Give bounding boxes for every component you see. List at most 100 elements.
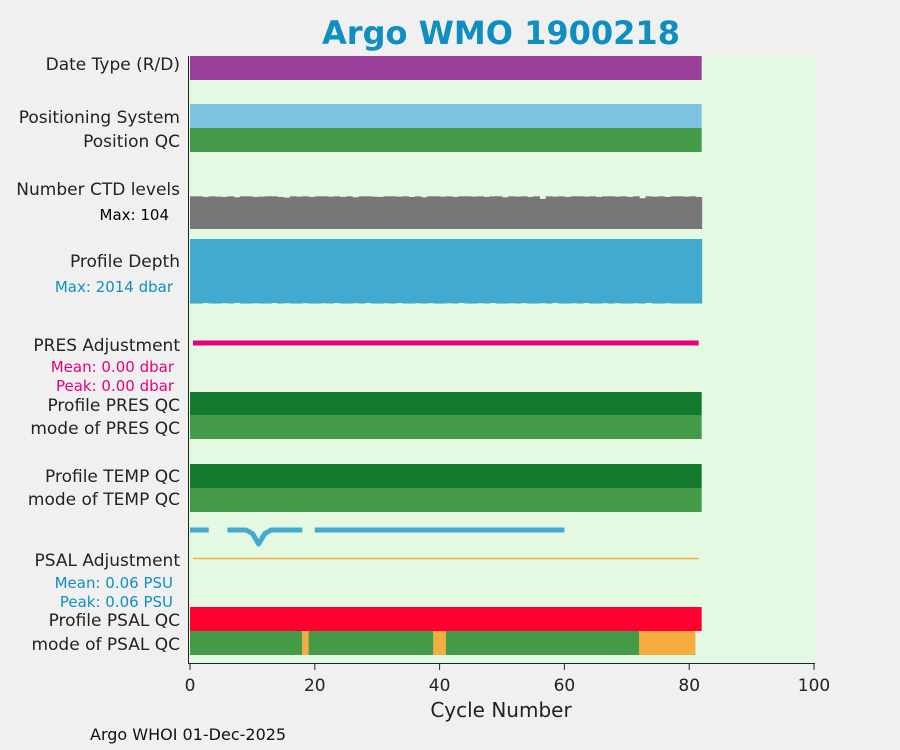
bar-profile-psal-qc bbox=[190, 607, 702, 631]
bar-profile-depth bbox=[190, 239, 197, 304]
bar-profile-depth bbox=[420, 239, 428, 304]
bar-position-qc bbox=[190, 128, 702, 152]
bar-ctd-levels bbox=[239, 196, 247, 229]
bar-profile-depth bbox=[508, 239, 515, 304]
bar-ctd-levels bbox=[695, 196, 703, 229]
bar-profile-depth bbox=[464, 239, 472, 304]
bar-profile-depth bbox=[545, 239, 553, 304]
bar-ctd-levels bbox=[408, 196, 416, 229]
bar-profile-depth bbox=[296, 239, 303, 304]
bar-profile-depth bbox=[502, 239, 509, 304]
bar-profile-depth bbox=[539, 239, 547, 304]
bar-profile-depth bbox=[246, 239, 253, 304]
bar-profile-depth bbox=[264, 239, 272, 304]
bar-ctd-levels bbox=[246, 196, 253, 229]
bar-profile-depth bbox=[676, 239, 684, 304]
bar-ctd-levels bbox=[296, 196, 303, 229]
bar-ctd-levels bbox=[333, 196, 341, 229]
bar-ctd-levels bbox=[233, 197, 241, 229]
bar-profile-depth bbox=[520, 239, 528, 304]
bar-ctd-levels bbox=[302, 196, 310, 229]
bar-ctd-levels bbox=[464, 196, 472, 229]
bar-ctd-levels bbox=[395, 196, 403, 229]
bar-ctd-levels bbox=[583, 196, 590, 229]
bar-mode-psal-qc-segment bbox=[190, 631, 303, 655]
bar-ctd-levels bbox=[377, 196, 384, 229]
bar-profile-depth bbox=[558, 239, 565, 304]
label-psal-adjustment-peak: Peak: 0.06 PSU bbox=[60, 593, 173, 611]
bar-profile-depth bbox=[601, 239, 609, 304]
bar-profile-depth bbox=[495, 239, 503, 304]
bar-profile-depth bbox=[383, 239, 391, 304]
bar-profile-depth bbox=[614, 239, 622, 304]
bar-ctd-levels bbox=[489, 196, 497, 229]
bar-mode-temp-qc bbox=[190, 488, 702, 512]
bar-profile-depth bbox=[570, 239, 578, 304]
bar-profile-depth bbox=[258, 239, 266, 304]
bar-profile-depth bbox=[321, 239, 328, 304]
bar-profile-depth bbox=[608, 239, 615, 304]
plot-area bbox=[188, 56, 815, 664]
bar-ctd-levels bbox=[533, 196, 540, 229]
bar-profile-depth bbox=[514, 239, 522, 304]
bar-profile-depth bbox=[214, 239, 222, 304]
bar-ctd-levels bbox=[214, 196, 222, 229]
label-pres-adjustment-peak: Peak: 0.00 dbar bbox=[56, 377, 175, 395]
bar-profile-depth bbox=[364, 239, 372, 303]
bar-positioning-system bbox=[190, 104, 702, 128]
bar-ctd-levels bbox=[558, 196, 565, 229]
bar-ctd-levels bbox=[383, 196, 391, 229]
bar-profile-depth bbox=[389, 239, 397, 304]
bar-ctd-levels bbox=[427, 196, 434, 229]
bar-ctd-levels bbox=[321, 196, 328, 229]
bar-ctd-levels bbox=[389, 196, 397, 229]
bar-ctd-levels bbox=[601, 196, 609, 229]
bar-ctd-levels bbox=[595, 196, 603, 229]
bar-ctd-levels bbox=[676, 196, 684, 229]
label-profile-pres-qc: Profile PRES QC bbox=[47, 396, 180, 416]
bar-ctd-levels bbox=[645, 196, 653, 229]
bar-ctd-levels bbox=[520, 196, 528, 229]
bar-ctd-levels bbox=[626, 196, 634, 229]
label-ctd-levels: Number CTD levels bbox=[16, 180, 180, 200]
label-position-qc: Position QC bbox=[83, 132, 180, 152]
bar-ctd-levels bbox=[370, 196, 378, 229]
bar-ctd-levels bbox=[433, 196, 441, 229]
x-tick-label: 80 bbox=[678, 676, 700, 696]
x-tick-label: 100 bbox=[798, 676, 830, 696]
bar-ctd-levels bbox=[614, 196, 622, 229]
bar-profile-depth bbox=[589, 239, 597, 304]
bar-ctd-levels bbox=[277, 196, 285, 229]
bar-profile-depth bbox=[445, 239, 453, 304]
label-date-type: Date Type (R/D) bbox=[46, 55, 180, 75]
bar-profile-depth bbox=[358, 239, 366, 304]
bar-profile-depth bbox=[689, 239, 696, 304]
bar-profile-depth bbox=[352, 239, 359, 304]
bar-date-type bbox=[190, 56, 702, 80]
bar-profile-depth bbox=[289, 239, 297, 304]
bar-ctd-levels bbox=[308, 196, 316, 229]
bar-ctd-levels bbox=[495, 196, 503, 229]
bar-profile-depth bbox=[639, 239, 647, 304]
bar-profile-depth bbox=[402, 239, 409, 304]
x-tick-label: 20 bbox=[304, 676, 326, 696]
bar-profile-depth bbox=[370, 239, 378, 304]
bar-ctd-levels bbox=[420, 197, 428, 229]
bar-ctd-levels bbox=[576, 196, 584, 229]
bar-profile-depth bbox=[302, 239, 310, 304]
bar-profile-depth bbox=[408, 239, 416, 304]
label-mode-temp-qc: mode of TEMP QC bbox=[28, 490, 180, 510]
label-ctd-levels-max: Max: 104 bbox=[100, 206, 169, 224]
bar-ctd-levels bbox=[545, 196, 553, 229]
bar-profile-depth bbox=[533, 239, 540, 304]
bar-ctd-levels bbox=[190, 196, 197, 229]
bar-profile-depth bbox=[651, 239, 659, 304]
bar-profile-depth bbox=[196, 239, 203, 304]
bar-ctd-levels bbox=[252, 196, 260, 229]
bar-ctd-levels bbox=[508, 196, 515, 229]
bar-profile-depth bbox=[664, 239, 671, 304]
bar-ctd-levels bbox=[439, 196, 447, 229]
bar-profile-depth bbox=[427, 239, 434, 304]
bar-profile-depth bbox=[395, 239, 403, 304]
bar-ctd-levels bbox=[227, 196, 235, 229]
